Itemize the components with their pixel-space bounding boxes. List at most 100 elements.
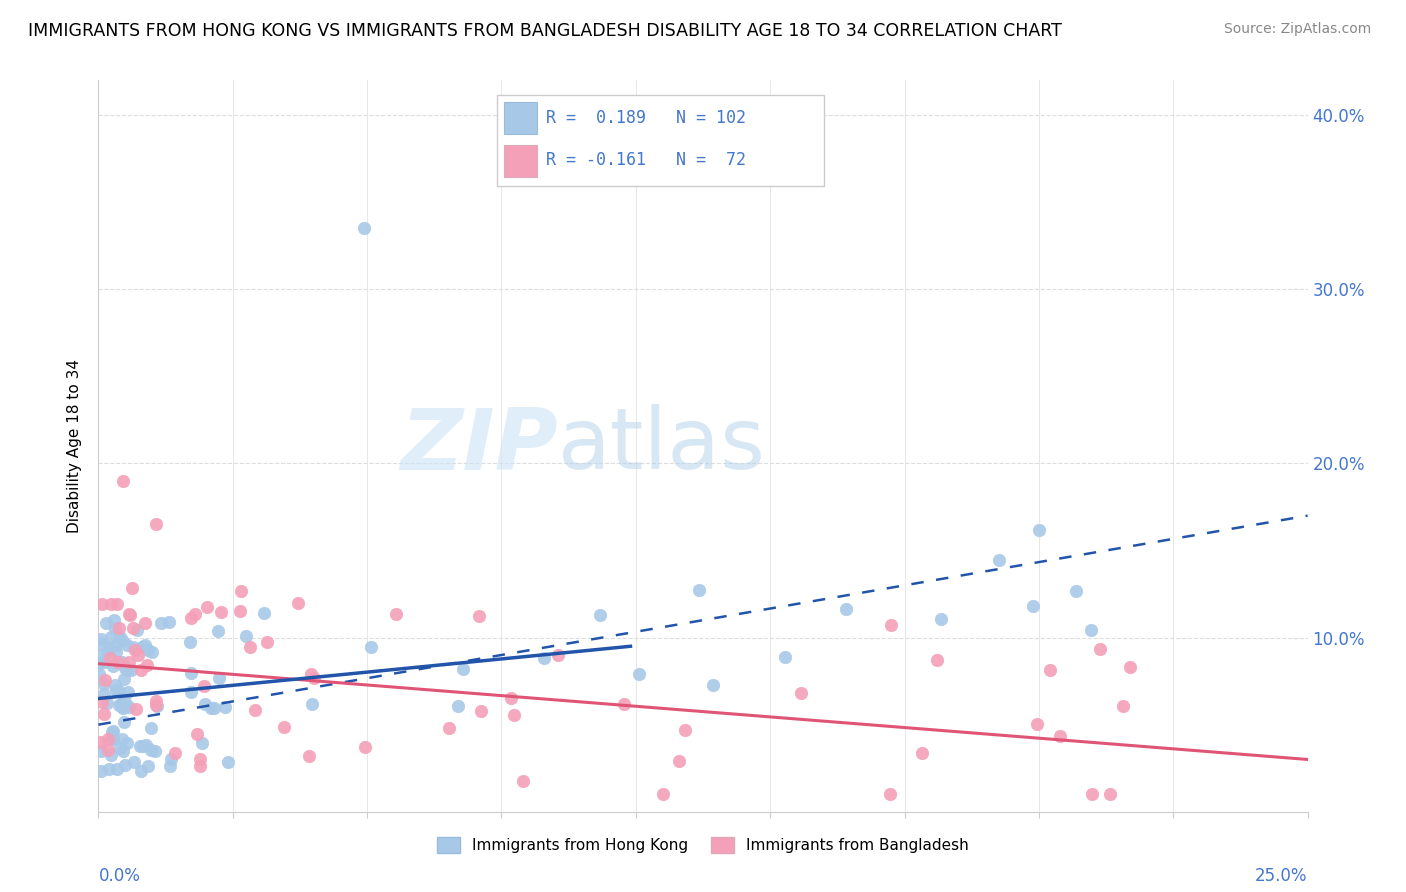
Point (384, 607, 406, 622)
Point (163, 747, 186, 761)
Point (439, 721, 461, 735)
Point (835, 602, 858, 616)
Point (112, 672, 135, 686)
Point (97, 641, 120, 656)
Point (108, 698, 131, 713)
Point (1026, 716, 1049, 731)
Point (180, 665, 202, 680)
Point (287, 596, 309, 610)
Point (98, 651, 121, 665)
Point (97, 762, 120, 776)
Point (301, 697, 323, 711)
Legend: Immigrants from Hong Kong, Immigrants from Bangladesh: Immigrants from Hong Kong, Immigrants fr… (430, 830, 976, 859)
Text: ZIP: ZIP (401, 404, 558, 488)
Point (143, 744, 166, 758)
Point (103, 613, 125, 627)
Point (93, 687, 115, 701)
Point (239, 640, 262, 654)
Point (668, 754, 690, 768)
Text: atlas: atlas (558, 404, 766, 488)
Text: Source: ZipAtlas.com: Source: ZipAtlas.com (1223, 22, 1371, 37)
Point (1112, 698, 1135, 713)
Point (503, 707, 526, 722)
Point (122, 640, 145, 654)
Text: 25.0%: 25.0% (1256, 867, 1308, 886)
Point (97, 742, 120, 756)
Point (108, 621, 131, 635)
Point (117, 685, 139, 699)
Point (121, 621, 143, 635)
Point (135, 657, 157, 672)
Point (447, 698, 470, 713)
Point (204, 701, 226, 715)
Point (588, 607, 610, 622)
Point (188, 758, 211, 772)
Point (111, 632, 134, 647)
Point (180, 610, 202, 624)
Point (354, 739, 377, 754)
Point (94, 616, 117, 631)
Point (209, 605, 232, 619)
Point (180, 685, 202, 699)
Point (773, 649, 796, 664)
Point (702, 677, 724, 691)
Point (120, 663, 142, 677)
Point (101, 659, 124, 673)
Point (96, 696, 118, 710)
Point (134, 638, 156, 652)
Point (139, 743, 162, 757)
Point (214, 700, 236, 714)
Point (115, 638, 138, 652)
Point (1119, 659, 1142, 673)
Point (790, 686, 813, 700)
Point (101, 731, 124, 745)
Point (100, 725, 122, 739)
Point (93, 655, 115, 669)
Point (179, 635, 201, 649)
Point (1022, 599, 1045, 613)
Point (253, 606, 276, 620)
Point (150, 615, 173, 630)
Point (243, 703, 266, 717)
Point (101, 732, 124, 747)
Point (89, 666, 111, 681)
Point (193, 679, 215, 693)
Point (115, 736, 138, 750)
Point (104, 621, 127, 635)
Point (512, 773, 534, 788)
Point (613, 697, 636, 711)
Point (105, 683, 128, 698)
Point (100, 597, 122, 611)
Point (134, 615, 156, 630)
Point (110, 698, 132, 712)
Point (127, 623, 149, 637)
Point (136, 643, 159, 657)
Point (91, 597, 114, 611)
Point (108, 741, 131, 756)
Point (470, 704, 492, 718)
Text: 0.0%: 0.0% (98, 867, 141, 886)
Point (235, 629, 257, 643)
Point (1088, 642, 1111, 657)
Point (1064, 584, 1087, 599)
Point (1028, 523, 1050, 537)
Point (105, 597, 128, 611)
Point (183, 607, 205, 622)
Point (111, 700, 134, 714)
Point (129, 663, 152, 677)
Point (87, 657, 110, 672)
Point (627, 667, 650, 681)
Point (111, 474, 134, 488)
Point (652, 787, 675, 801)
Point (533, 651, 555, 665)
Point (453, 662, 475, 676)
Point (100, 747, 122, 762)
Point (1049, 729, 1071, 743)
Point (118, 656, 141, 670)
Point (298, 748, 321, 763)
Point (880, 618, 903, 632)
Point (90, 648, 112, 662)
Point (208, 671, 231, 685)
Point (121, 581, 143, 595)
Point (146, 698, 169, 713)
